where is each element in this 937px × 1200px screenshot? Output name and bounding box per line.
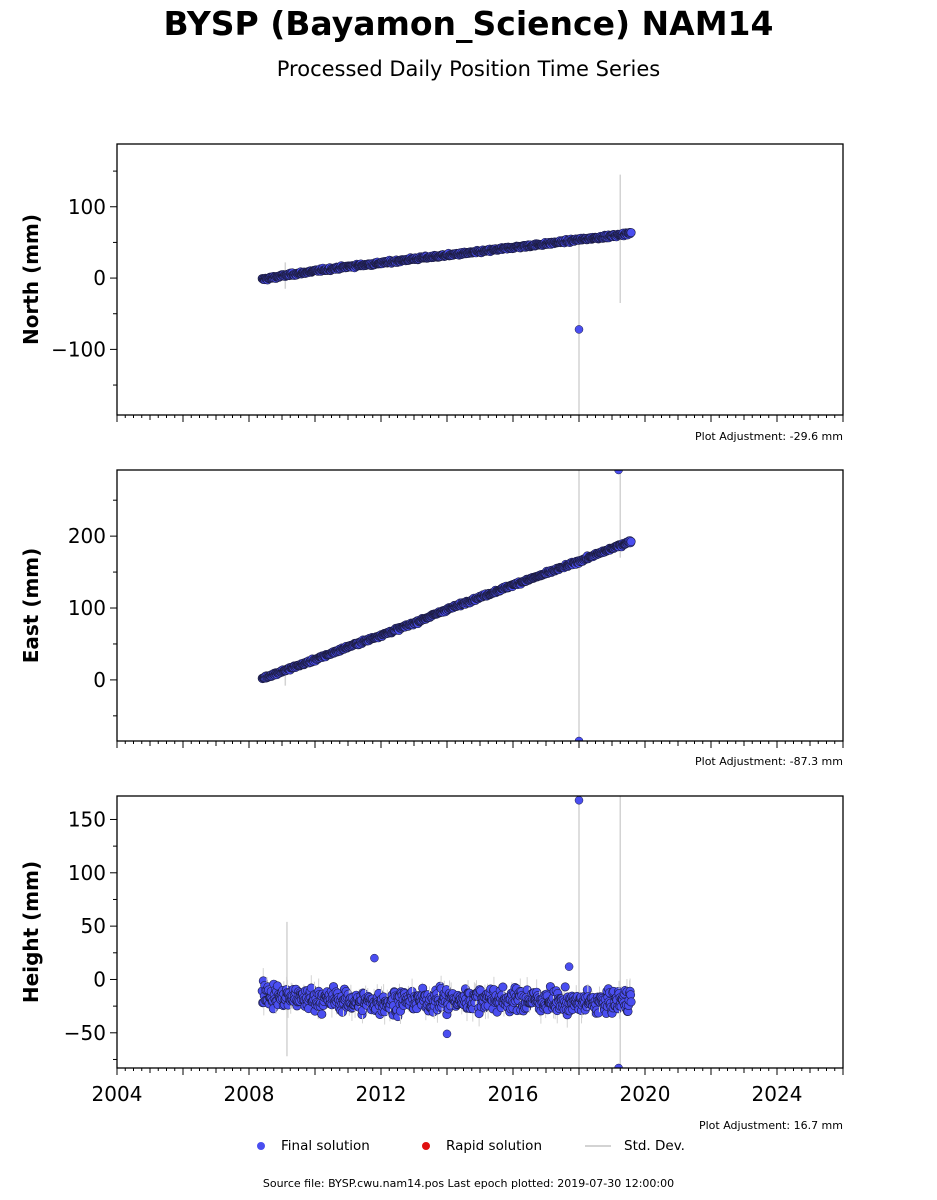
height-plot-frame xyxy=(116,795,844,1069)
north-final-point xyxy=(626,228,636,238)
x-tick-label: 2024 xyxy=(752,1082,803,1106)
height-outlier-point-4 xyxy=(564,962,574,971)
north-y-tick-label: 0 xyxy=(93,266,106,290)
final-marker-icon xyxy=(257,1142,265,1150)
legend-rapid: Rapid solution xyxy=(422,1138,542,1154)
east-outlier-point-1 xyxy=(614,470,623,475)
height-axis-label: Height (mm) xyxy=(19,861,43,1003)
north-data-area xyxy=(257,174,636,415)
north-y-tick-label: −100 xyxy=(51,337,106,361)
height-panel: −50 0 50 100 150 Height (mm) 2004 2008 2012 2016 2… xyxy=(19,795,844,1106)
height-data-area xyxy=(257,796,636,1068)
east-final-points xyxy=(257,536,636,684)
east-plot-adjustment: Plot Adjustment: -87.3 mm xyxy=(695,755,843,768)
height-y-tick-label: −50 xyxy=(64,1021,106,1045)
height-plot-adjustment: Plot Adjustment: 16.7 mm xyxy=(698,1119,843,1132)
height-y-tick-label: 150 xyxy=(68,807,106,831)
east-y-tick-label: 0 xyxy=(93,668,106,692)
north-axis-label: North (mm) xyxy=(19,214,43,345)
north-plot-adjustment: Plot Adjustment: -29.6 mm xyxy=(695,430,843,443)
chart-subtitle: Processed Daily Position Time Series xyxy=(276,57,661,81)
east-outlier-point-0 xyxy=(574,736,584,741)
north-final-points xyxy=(257,228,636,285)
east-plot-frame xyxy=(116,469,844,742)
height-y-tick-label: 50 xyxy=(81,914,106,938)
x-tick-label: 2012 xyxy=(356,1082,407,1106)
north-outlier-point-0 xyxy=(574,325,584,334)
height-final-points xyxy=(257,968,636,1028)
height-final-point xyxy=(626,997,636,1007)
stddev-line-icon xyxy=(585,1145,611,1147)
height-outlier-point-2 xyxy=(370,953,379,963)
north-plot-frame xyxy=(116,143,844,416)
legend-rapid-label: Rapid solution xyxy=(446,1138,542,1154)
legend-final-label: Final solution xyxy=(281,1138,370,1154)
source-footer: Source file: BYSP.cwu.nam14.pos Last epo… xyxy=(262,1177,675,1190)
east-data-area xyxy=(257,470,636,741)
east-y-tick-label: 200 xyxy=(68,524,106,548)
east-y-tick-label: 100 xyxy=(68,596,106,620)
height-outlier-point-3 xyxy=(442,1029,452,1039)
east-x-ticks xyxy=(116,741,844,748)
rapid-marker-icon xyxy=(422,1142,430,1150)
chart-title: BYSP (Bayamon_Science) NAM14 xyxy=(163,4,774,43)
east-panel: 0 100 200 East (mm) xyxy=(19,469,844,748)
height-outlier-point-0 xyxy=(574,796,584,805)
height-final-point xyxy=(317,1009,327,1019)
legend-final: Final solution xyxy=(257,1138,370,1154)
legend-stddev: Std. Dev. xyxy=(585,1138,685,1154)
height-y-ticks xyxy=(110,818,117,1060)
north-panel: −100 0 100 North (mm) xyxy=(19,143,844,422)
x-tick-label: 2008 xyxy=(224,1082,275,1106)
x-tick-label: 2016 xyxy=(488,1082,539,1106)
height-final-point xyxy=(560,982,570,992)
height-x-ticks xyxy=(116,1068,844,1075)
height-y-tick-label: 100 xyxy=(68,861,106,885)
height-final-point xyxy=(498,982,508,992)
x-tick-label: 2004 xyxy=(92,1082,143,1106)
height-outlier-point-1 xyxy=(614,1063,623,1068)
north-x-ticks xyxy=(116,415,844,422)
north-y-ticks xyxy=(110,170,117,386)
x-tick-label: 2020 xyxy=(620,1082,671,1106)
east-y-ticks xyxy=(110,499,117,717)
north-y-tick-label: 100 xyxy=(68,195,106,219)
legend-stddev-label: Std. Dev. xyxy=(624,1138,685,1154)
height-y-tick-label: 0 xyxy=(93,967,106,991)
east-final-point xyxy=(626,537,636,547)
east-axis-label: East (mm) xyxy=(19,548,43,664)
